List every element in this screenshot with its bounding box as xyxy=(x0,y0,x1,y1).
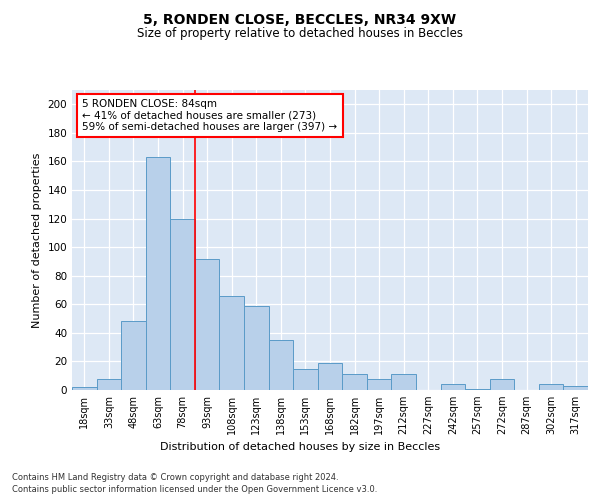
Bar xyxy=(146,157,170,390)
Bar xyxy=(121,322,146,390)
Y-axis label: Number of detached properties: Number of detached properties xyxy=(32,152,42,328)
Text: Size of property relative to detached houses in Beccles: Size of property relative to detached ho… xyxy=(137,28,463,40)
Bar xyxy=(318,363,342,390)
Text: Distribution of detached houses by size in Beccles: Distribution of detached houses by size … xyxy=(160,442,440,452)
Bar xyxy=(97,378,121,390)
Bar xyxy=(269,340,293,390)
Bar xyxy=(342,374,367,390)
Bar xyxy=(367,378,391,390)
Bar xyxy=(72,387,97,390)
Bar xyxy=(293,368,318,390)
Text: 5 RONDEN CLOSE: 84sqm
← 41% of detached houses are smaller (273)
59% of semi-det: 5 RONDEN CLOSE: 84sqm ← 41% of detached … xyxy=(82,99,337,132)
Text: Contains HM Land Registry data © Crown copyright and database right 2024.: Contains HM Land Registry data © Crown c… xyxy=(12,472,338,482)
Text: 5, RONDEN CLOSE, BECCLES, NR34 9XW: 5, RONDEN CLOSE, BECCLES, NR34 9XW xyxy=(143,12,457,26)
Bar xyxy=(465,388,490,390)
Bar xyxy=(244,306,269,390)
Text: Contains public sector information licensed under the Open Government Licence v3: Contains public sector information licen… xyxy=(12,485,377,494)
Bar xyxy=(391,374,416,390)
Bar xyxy=(440,384,465,390)
Bar xyxy=(539,384,563,390)
Bar xyxy=(563,386,588,390)
Bar xyxy=(490,378,514,390)
Bar xyxy=(170,218,195,390)
Bar xyxy=(220,296,244,390)
Bar xyxy=(195,258,220,390)
